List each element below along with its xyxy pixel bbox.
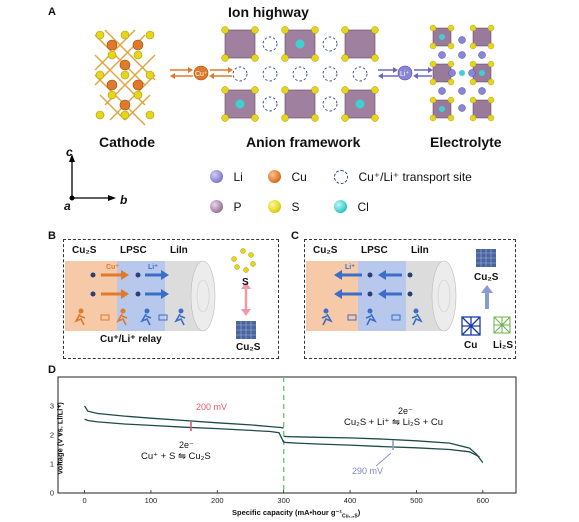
axis-c-label: c [66, 145, 73, 159]
panel-b-col-cu2s: Cu₂S [72, 245, 97, 256]
x-tick-label: 200 [211, 496, 224, 505]
x-tick-label: 100 [145, 496, 158, 505]
legend-li: Li [210, 168, 243, 186]
legend-li-label: Li [233, 169, 243, 184]
legend-s-label: S [291, 199, 300, 214]
y-tick-label: 3 [50, 402, 54, 411]
xlabel-close: ) [357, 508, 361, 517]
equation-2: Cu⁺ + S ⇋ Cu₂S [141, 451, 211, 462]
annotation-200mv: 200 mV [196, 402, 228, 412]
annotation-290mv: 290 mV [352, 466, 384, 476]
sulfur-ring-icon [231, 248, 256, 273]
legend-transport-site: Cu⁺/Li⁺ transport site [334, 168, 472, 186]
panel-b-col-lpsc: LPSC [120, 245, 147, 256]
panel-a-letter: A [48, 6, 56, 18]
xlabel-capacity: Specific capacity (mA•hour g⁻¹Cu₁.₈S) [232, 508, 360, 520]
xlabel-sub: Cu₁.₈S [341, 513, 358, 520]
panel-b-col-liin: LiIn [170, 245, 188, 256]
electrolyte-label: Electrolyte [430, 134, 502, 150]
cu-ion-exchange [170, 65, 233, 81]
pointer-290mv [375, 452, 392, 467]
legend-transport-label: Cu⁺/Li⁺ transport site [358, 169, 472, 184]
y-tick-label: 1 [50, 460, 54, 469]
panel-d-letter: D [48, 364, 56, 376]
x-tick-label: 500 [410, 496, 423, 505]
legend-cu: Cu [268, 168, 307, 186]
cl-atom-icon [334, 200, 347, 214]
voltage-curve-1 [84, 418, 285, 443]
cu-ion-label: Cu⁺ [195, 71, 208, 78]
chart-ticks: 0 100 200 300 400 500 600 0 1 2 3 [50, 402, 489, 506]
li-ion-exchange [378, 65, 433, 81]
x-tick-label: 600 [477, 496, 490, 505]
y-tick-label: 0 [50, 489, 54, 498]
panel-b-cu-plus: Cu⁺ [106, 264, 120, 271]
panel-b-s-label: S [242, 277, 249, 288]
plot-frame [57, 376, 517, 494]
x-tick-label: 300 [277, 496, 290, 505]
panel-b-li-plus: Li⁺ [148, 264, 158, 271]
anion-framework [221, 26, 379, 122]
cathode-label: Cathode [99, 134, 155, 150]
panel-b-caption: Cu⁺/Li⁺ relay [100, 334, 162, 345]
cathode-lattice [94, 29, 156, 126]
transport-site-icon [334, 169, 348, 184]
panel-c-box [304, 239, 516, 359]
legend-p: P [210, 198, 241, 216]
axis-a-label: a [64, 199, 71, 213]
chart-lines [84, 405, 484, 463]
panel-c-li-plus: Li⁺ [345, 264, 355, 271]
cu-atom-icon [268, 170, 281, 184]
legend-p-label: P [233, 199, 242, 214]
axis-b-label: b [120, 193, 128, 207]
panel-c-graphic [306, 249, 511, 336]
panel-a-title: Ion highway [228, 4, 309, 20]
panel-b-graphic [65, 248, 256, 339]
legend-cl: Cl [334, 198, 369, 216]
x-tick-label: 0 [82, 496, 86, 505]
equation-1: Cu₂S + Li⁺ ⇋ Li₂S + Cu [344, 417, 444, 428]
crystal-axes [69, 154, 116, 201]
legend-s: S [268, 198, 299, 216]
panel-b-box [63, 239, 279, 359]
panel-a-structures: Cu⁺ Li⁺ [94, 24, 495, 126]
framework-label: Anion framework [246, 134, 361, 150]
cu2s-crystal-icon [236, 321, 256, 339]
equation-1-electrons: 2e⁻ [398, 406, 413, 416]
panel-c-cu2s-label: Cu₂S [474, 272, 499, 283]
panel-c-letter: C [291, 230, 299, 242]
runner-icons [74, 308, 128, 326]
s-atom-icon [268, 200, 281, 214]
panel-c-col-lpsc: LPSC [361, 245, 388, 256]
chart-axes [57, 376, 517, 494]
electrolyte-lattice [429, 24, 495, 122]
voltage-curve-3 [283, 441, 480, 458]
voltage-curve-2 [84, 405, 284, 429]
legend-cl-label: Cl [357, 199, 369, 214]
p-atom-icon [210, 200, 223, 214]
cu-crystal-icon [461, 316, 481, 336]
li2s-crystal-icon [493, 316, 511, 334]
panel-b-letter: B [48, 230, 56, 242]
ylabel-voltage: Voltage (V vs. Li/Li⁺) [55, 402, 65, 475]
equation-2-electrons: 2e⁻ [179, 440, 194, 450]
panel-c-col-liin: LiIn [411, 245, 429, 256]
legend-cu-label: Cu [291, 169, 307, 184]
panel-c-li2s-label: Li₂S [493, 340, 513, 351]
cu2s-crystal-icon-c [476, 249, 496, 267]
li-ion-label: Li⁺ [400, 71, 409, 78]
panel-c-cu-label: Cu [464, 340, 478, 351]
voltage-curve-4 [283, 435, 484, 463]
xlabel-main: Specific capacity (mA•hour g⁻¹ [232, 508, 342, 517]
li-atom-icon [210, 170, 223, 184]
panel-c-col-cu2s: Cu₂S [313, 245, 338, 256]
panel-b-cu2s-label: Cu₂S [236, 342, 261, 353]
x-tick-label: 400 [344, 496, 357, 505]
y-tick-label: 2 [50, 431, 54, 440]
